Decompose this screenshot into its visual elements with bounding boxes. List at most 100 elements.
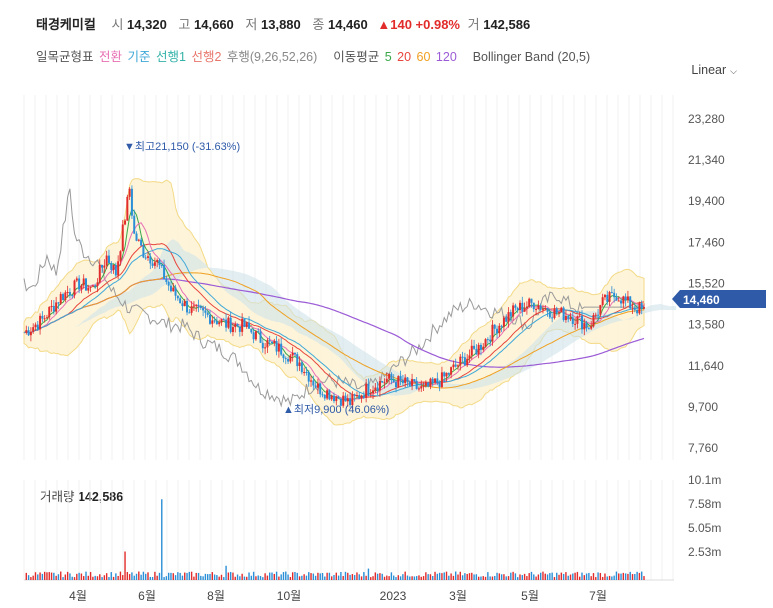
close-label: 종	[312, 17, 325, 32]
volume-bar	[25, 572, 27, 580]
volume-bar	[220, 574, 223, 580]
candle	[236, 323, 239, 328]
candle	[190, 301, 193, 316]
candle	[450, 366, 453, 379]
candle	[401, 375, 404, 387]
volume-bar	[250, 575, 253, 580]
volume-bar	[259, 575, 262, 580]
candle	[344, 392, 347, 402]
candle	[484, 338, 487, 348]
scale-dropdown[interactable]: Linear ⌵	[691, 63, 737, 77]
volume-bar	[535, 576, 537, 580]
volume-bar	[32, 575, 34, 580]
volume-bar	[510, 572, 512, 580]
volume-bar	[305, 575, 308, 580]
candle	[397, 375, 400, 388]
volume-bar	[195, 572, 197, 580]
volume-bar	[370, 577, 372, 580]
candle	[204, 306, 207, 319]
volume-bar	[202, 576, 204, 580]
volume-chart[interactable]: 10.1m 7.58m 5.05m 2.53m 4월 6월 8월 10월 2023 3월 5월 7월	[0, 470, 773, 608]
volume-bar	[374, 572, 377, 580]
volume-bar	[138, 571, 140, 580]
volume-bar	[390, 572, 393, 580]
volume-bar	[487, 572, 489, 580]
volume-bar	[347, 572, 349, 580]
x-tick-label: 2023	[380, 589, 407, 603]
volume-bar	[101, 577, 103, 580]
candle	[475, 344, 478, 355]
candle	[417, 386, 420, 392]
volume-bar	[443, 572, 445, 580]
candle	[280, 337, 283, 357]
volume-bar	[30, 577, 32, 580]
volume-bar	[618, 573, 620, 580]
candle	[231, 322, 234, 337]
volume-bar	[420, 576, 422, 580]
volume-bar	[115, 573, 117, 580]
candle	[346, 394, 349, 407]
candle	[535, 307, 538, 316]
candle	[169, 281, 172, 293]
high-label: 고	[178, 17, 191, 32]
candle	[374, 382, 377, 393]
candle	[473, 339, 476, 351]
volume-bar	[27, 575, 30, 580]
candle	[440, 366, 443, 389]
candle	[220, 318, 223, 326]
volume-bar	[624, 573, 627, 580]
legend-bollinger[interactable]: Bollinger Band (20,5)	[472, 50, 591, 64]
volume-bar	[579, 576, 581, 580]
volume-bar	[473, 574, 475, 580]
ma-label[interactable]: 이동평균	[333, 50, 380, 64]
volume-bar	[135, 573, 138, 580]
volume-bar	[209, 574, 211, 580]
candle	[160, 262, 163, 269]
volume-bar	[85, 571, 87, 580]
price-chart[interactable]: 23,280 21,340 19,400 17,460 15,520 13,580 11,6…	[0, 0, 773, 470]
volume-bar	[340, 571, 342, 580]
candle	[227, 316, 230, 330]
candle	[592, 312, 595, 328]
ma20-line	[23, 243, 645, 399]
volume-bar	[105, 573, 108, 580]
volume-bar	[133, 575, 135, 580]
volume-axis-labels: 10.1m 7.58m 5.05m 2.53m	[688, 473, 721, 559]
candle	[165, 275, 168, 285]
candle	[43, 314, 46, 323]
candle	[516, 306, 519, 314]
volume-bar	[264, 573, 266, 580]
volume-bar	[448, 575, 450, 580]
candle	[234, 321, 237, 333]
volume-bar	[427, 574, 429, 580]
low-marker: ▲최저9,900 (46.06%)	[283, 403, 389, 416]
volume-bar	[145, 573, 147, 580]
volume-bar	[53, 572, 55, 580]
candle	[509, 309, 512, 322]
volume-bar	[599, 572, 602, 580]
candle	[303, 367, 306, 376]
volume-bar	[604, 573, 606, 580]
candle	[477, 342, 480, 359]
volume-bar	[634, 573, 636, 580]
candle	[631, 302, 634, 314]
volume-bar	[569, 574, 572, 580]
volume-bar	[498, 573, 501, 580]
candle	[390, 372, 393, 385]
candle	[176, 295, 179, 301]
candle	[133, 209, 136, 235]
candle	[126, 194, 129, 221]
candle	[48, 306, 51, 320]
ichimoku-label[interactable]: 일목균형표	[36, 50, 94, 64]
candle	[112, 264, 115, 274]
candle	[560, 306, 563, 313]
volume-bar	[507, 576, 510, 580]
volume-bar	[119, 571, 122, 580]
candle	[443, 371, 446, 383]
volume-bar	[243, 576, 246, 580]
candle	[539, 303, 542, 312]
candle	[151, 259, 154, 269]
volume-bar	[367, 568, 370, 580]
volume-bar	[477, 576, 480, 580]
candle	[174, 284, 177, 301]
